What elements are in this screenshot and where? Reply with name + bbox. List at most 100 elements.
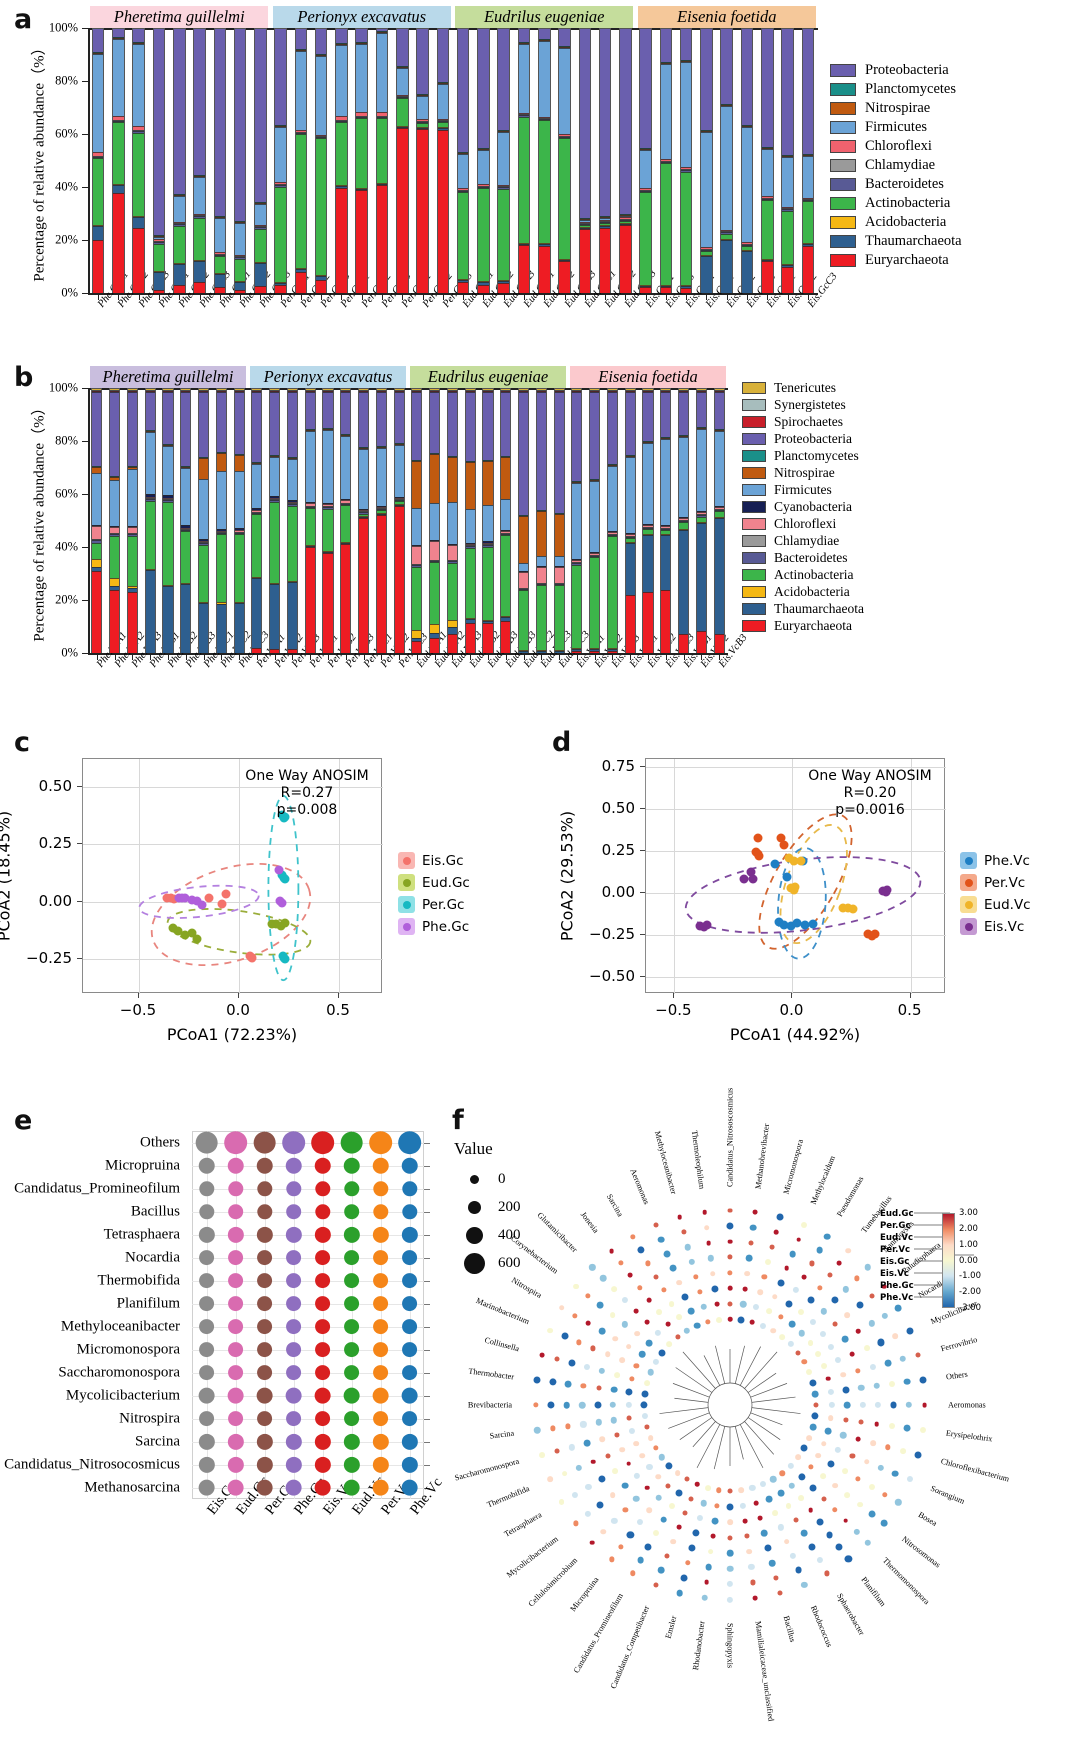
bar-segment-euryarchaeota <box>110 589 120 653</box>
bar-segment-euryarchaeota <box>802 245 814 293</box>
heatmap-cell <box>738 1487 745 1494</box>
heatmap-cell <box>814 1351 821 1358</box>
bubble-cell <box>285 1387 302 1404</box>
heatmap-cell <box>702 1209 707 1215</box>
bar-segment-firmicutes <box>559 47 570 135</box>
data-point-eud-vc <box>790 882 800 892</box>
bar-segment-chlamydiae <box>559 135 570 137</box>
bar-segment-nitrospirae <box>323 428 333 430</box>
heatmap-cell <box>539 1352 545 1358</box>
heatmap-cell <box>798 1473 806 1481</box>
x-tick-mark <box>523 293 525 300</box>
bar-segment-chloroflexi <box>498 185 509 187</box>
bubble-cell <box>314 1433 331 1450</box>
bar-segment-proteobacteria <box>275 29 286 125</box>
grid-line-vertical <box>239 759 240 994</box>
heatmap-cell <box>644 1543 652 1551</box>
bar-segment-acidobacteria <box>356 187 368 189</box>
legend: Eis.Gc Eud.Gc Per.Gc Phe.Gc <box>398 852 470 940</box>
bar-segment-cyanobacteria <box>465 542 475 544</box>
group-band-perionyx-excavatus: Perionyx excavatus <box>272 6 451 28</box>
stacked-bar <box>233 388 245 653</box>
bar-segment-actinobacteria <box>181 531 191 584</box>
bar-segment-bacteroidetes <box>127 533 137 537</box>
heatmap-cell <box>748 1563 755 1571</box>
bubble-cell <box>285 1364 302 1381</box>
y-tick-label: 60% <box>55 126 78 141</box>
bar-segment-firmicutes <box>741 127 753 243</box>
heatmap-cell <box>583 1363 591 1370</box>
grid-line-horizontal <box>192 1487 424 1489</box>
heatmap-cell <box>906 1476 913 1483</box>
bar-segment-actinobacteria <box>483 546 493 620</box>
bar-segment-nitrospirae <box>216 452 226 472</box>
bubble-cell <box>372 1203 389 1220</box>
bar-segment-synergistetes <box>465 389 475 391</box>
bar-segment-firmicutes <box>554 555 564 567</box>
row-label: Tetrasphaera <box>103 1226 180 1242</box>
bubble-cell <box>227 1456 244 1473</box>
bar-segment-nitrospirae <box>762 148 773 150</box>
legend-label: Euryarchaeota <box>865 252 949 268</box>
bar-segment-tenericutes <box>323 389 333 390</box>
bar-segment-euryarchaeota <box>465 623 475 653</box>
x-tick-mark <box>665 293 667 300</box>
bar-segment-proteobacteria <box>92 391 102 467</box>
heatmap-cell <box>842 1386 850 1394</box>
bar-segment-spirochaetes <box>572 390 582 392</box>
bubble-legend-value: 200 <box>498 1198 521 1215</box>
bar-segment-actinobacteria <box>802 201 814 244</box>
heatmap-cell <box>752 1595 758 1601</box>
bar-segment-cyanobacteria <box>536 566 546 568</box>
row-tick <box>424 1280 430 1282</box>
group-band-eudrilus-eugeniae: Eudrilus eugeniae <box>455 6 634 28</box>
grid-line-horizontal <box>192 1395 424 1397</box>
bar-segment-firmicutes <box>341 435 351 500</box>
bar-segment-chloroflexi <box>270 498 280 500</box>
x-tick-mark <box>665 653 667 660</box>
bar-segment-cyanobacteria <box>554 566 564 568</box>
heatmap-cell <box>874 1421 880 1427</box>
legend-swatch-synergistetes <box>742 399 766 411</box>
bar-segment-cyanobacteria <box>270 496 280 499</box>
bubble-cell <box>227 1387 244 1404</box>
bar-segment-proteobacteria <box>620 29 631 214</box>
bar-segment-actinobacteria <box>255 228 266 262</box>
bubble-cell <box>198 1341 215 1358</box>
x-tick-mark <box>434 653 436 660</box>
bar-segment-firmicutes <box>536 555 546 567</box>
heatmap-cell <box>749 1319 755 1325</box>
heatmap-cell <box>827 1459 835 1468</box>
bar-segment-thaumarchaeota <box>680 286 692 288</box>
stacked-bar <box>322 388 334 653</box>
bubble-cell <box>401 1249 418 1266</box>
bar-segment-thaumarchaeota <box>295 269 307 272</box>
heatmap-cell <box>817 1284 823 1291</box>
heatmap-cell <box>726 1502 734 1511</box>
bar-segment-thaumarchaeota <box>483 620 493 624</box>
bar-segment-actinobacteria <box>153 244 165 271</box>
legend-swatch <box>398 896 415 913</box>
bar-segment-chloroflexi <box>275 182 286 184</box>
bar-segment-chloroflexi <box>538 116 550 118</box>
x-tick-mark <box>168 653 169 660</box>
bar-segment-spirochaetes <box>234 390 244 392</box>
heatmap-cell <box>622 1507 628 1513</box>
color-bar-tick-label: -3.00 <box>959 1303 981 1313</box>
bar-segment-chlamydiae <box>518 114 530 116</box>
bar-segment-chlamydiae <box>640 189 651 191</box>
bar-segment-cyanobacteria <box>661 525 671 527</box>
bar-segment-thaumarchaeota <box>465 619 475 624</box>
bar-segment-planctomycetes <box>376 31 388 33</box>
bubble-cell <box>343 1318 360 1335</box>
bar-segment-acidobacteria <box>660 284 672 286</box>
bar-segment-spirochaetes <box>199 390 209 392</box>
legend-label: Per.Vc <box>984 874 1026 891</box>
legend-label: Cyanobacteria <box>774 499 852 514</box>
bar-segment-firmicutes <box>199 478 209 539</box>
legend-label: Firmicutes <box>774 482 832 497</box>
bar-segment-chlamydiae <box>590 554 600 556</box>
row-label: Saccharomonospora <box>58 1364 180 1380</box>
bubble-cell <box>372 1364 389 1381</box>
bubble-cell <box>343 1272 360 1289</box>
